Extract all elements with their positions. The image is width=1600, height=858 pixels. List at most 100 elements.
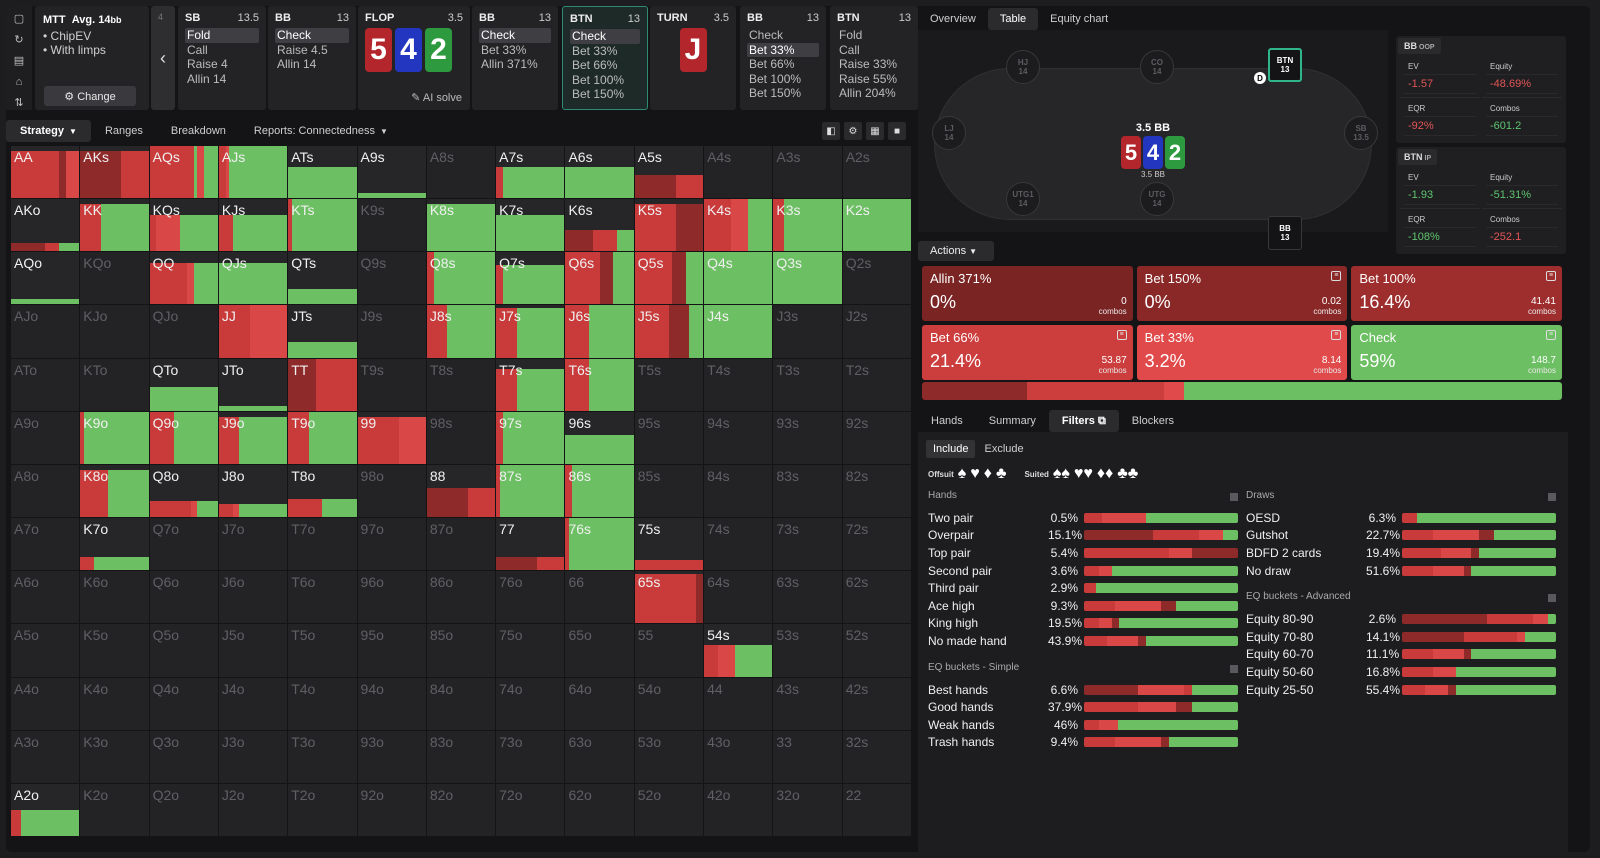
diamond-icon[interactable]: ♦ [983,465,992,482]
action-option[interactable]: Raise 4.5 [277,42,328,57]
tab-reports[interactable]: Reports: Connectedness ▼ [240,120,402,142]
suited-spades-icon[interactable]: ♠♠ [1052,465,1070,482]
home-icon[interactable]: ⌂ [15,76,23,88]
hand-cell[interactable]: 96o [357,571,426,624]
hand-cell[interactable]: 42o [704,783,773,836]
action-option[interactable]: Bet 33% [572,43,618,58]
hand-cell[interactable]: A2s [842,146,911,199]
hand-cell[interactable]: K4s [704,199,773,252]
hand-cell[interactable]: 43o [704,730,773,783]
hand-cell[interactable]: K5o [80,624,149,677]
hand-cell[interactable]: 63s [773,571,842,624]
action-tile[interactable]: Check 59% 148.7 combos ≡ [1351,325,1562,380]
hand-cell[interactable]: T9o [288,411,357,464]
seat-btn[interactable]: BTN 13 [1268,48,1302,82]
hand-cell[interactable]: KTs [288,199,357,252]
actions-dropdown[interactable]: Actions ▼ [918,241,994,261]
hand-cell[interactable]: J6o [218,571,288,624]
hand-cell[interactable]: 65s [634,571,704,624]
hand-cell[interactable]: Q3o [149,730,218,783]
hand-cell[interactable]: A2o [11,783,80,836]
filter-row[interactable]: Top pair 5.4% [928,544,1238,562]
hand-cell[interactable]: 33 [773,730,842,783]
decision-turn[interactable]: TURN 3.5 J [650,6,736,110]
include-toggle[interactable]: Include [926,440,976,458]
action-option[interactable]: Allin 14 [277,57,317,72]
seat-bb[interactable]: BB 13 [1268,216,1302,250]
save-icon[interactable]: ▤ [13,55,25,67]
hand-cell[interactable]: J7s [496,305,565,358]
tab-ranges[interactable]: Ranges [91,120,157,142]
decision-bb[interactable]: BB 13 Check Raise 4.5 Allin 14 [268,6,356,110]
expand-icon[interactable]: ≡ [1116,330,1127,340]
hand-cell[interactable]: 96s [565,411,634,464]
tab-summary[interactable]: Summary [988,415,1036,427]
hand-cell[interactable]: T3o [288,730,357,783]
seat-sb[interactable]: SB 13.5 [1344,116,1378,150]
hand-cell[interactable]: KK [80,199,149,252]
action-option[interactable]: Bet 100% [572,72,625,87]
hand-cell[interactable]: Q7s [496,252,565,305]
hand-cell[interactable]: KQs [149,199,218,252]
hand-cell[interactable]: ATs [288,146,357,199]
hand-cell[interactable]: A8o [11,464,80,518]
action-option[interactable]: Check [749,28,784,42]
club-icon[interactable]: ♣ [995,465,1007,482]
hand-cell[interactable]: 53s [773,624,842,677]
hand-cell[interactable]: QQ [149,252,218,305]
ai-solve-button[interactable]: ✎ AI solve [411,92,462,104]
hand-cell[interactable]: Q8s [426,252,496,305]
tab-strategy[interactable]: Strategy ▼ [6,120,91,142]
hand-cell[interactable]: A3s [773,146,842,199]
hand-cell[interactable]: AKo [11,199,80,252]
action-option[interactable]: Bet 150% [572,87,625,102]
hand-cell[interactable]: KTo [80,358,149,411]
hand-cell[interactable]: Q8o [149,464,218,518]
hand-cell[interactable]: 86s [565,464,634,518]
hand-cell[interactable]: 62o [565,783,634,836]
hand-cell[interactable]: 52s [842,624,911,677]
hand-cell[interactable]: 97s [496,411,565,464]
filter-row[interactable]: Weak hands 46% [928,716,1238,734]
hand-cell[interactable]: 75o [496,624,565,677]
filter-row[interactable]: No draw 51.6% [1246,562,1556,580]
hand-cell[interactable]: KJo [80,305,149,358]
hand-cell[interactable]: Q4s [704,252,773,305]
action-option[interactable]: Allin 371% [481,57,538,72]
hand-cell[interactable]: J5s [634,305,704,358]
hand-cell[interactable]: 72o [496,783,565,836]
filter-row[interactable]: Equity 70-80 14.1% [1246,628,1556,646]
hand-cell[interactable]: Q2s [842,252,911,305]
decision-btn[interactable]: BTN 13 Check Bet 33% Bet 66% Bet 100% Bet 150% [562,6,648,110]
hand-cell[interactable]: A7o [11,518,80,571]
action-option[interactable]: Call [187,42,208,57]
hand-cell[interactable]: A7s [496,146,565,199]
tab-filters[interactable]: Filters ⧉ [1048,410,1119,432]
hand-cell[interactable]: 97o [357,518,426,571]
action-option[interactable]: Bet 100% [749,71,802,86]
grid-icon[interactable]: ▦ [866,122,884,140]
hand-cell[interactable]: K7s [496,199,565,252]
filter-row[interactable]: Good hands 37.9% [928,698,1238,716]
hand-cell[interactable]: KQo [80,252,149,305]
hand-cell[interactable]: 66 [565,571,634,624]
hand-cell[interactable]: AKs [80,146,149,199]
hand-cell[interactable]: 32s [842,730,911,783]
hand-cell[interactable]: K9s [357,199,426,252]
hand-cell[interactable]: 76o [496,571,565,624]
hand-cell[interactable]: AJs [218,146,288,199]
decision-bb[interactable]: BB 13 Check Bet 33% Allin 371% [472,6,558,110]
hand-cell[interactable]: K4o [80,677,149,730]
hand-cell[interactable]: 92s [842,411,911,464]
hand-cell[interactable]: 82s [842,464,911,518]
hand-cell[interactable]: A5s [634,146,704,199]
hand-cell[interactable]: 93s [773,411,842,464]
filter-row[interactable]: Overpair 15.1% [928,527,1238,545]
hand-cell[interactable]: Q6s [565,252,634,305]
refresh-icon[interactable]: ↻ [14,34,24,46]
hand-cell[interactable]: JTo [218,358,288,411]
filter-row[interactable]: Trash hands 9.4% [928,734,1238,752]
hand-cell[interactable]: 63o [565,730,634,783]
hand-cell[interactable]: 98o [357,464,426,518]
filter-row[interactable]: Equity 60-70 11.1% [1246,646,1556,664]
